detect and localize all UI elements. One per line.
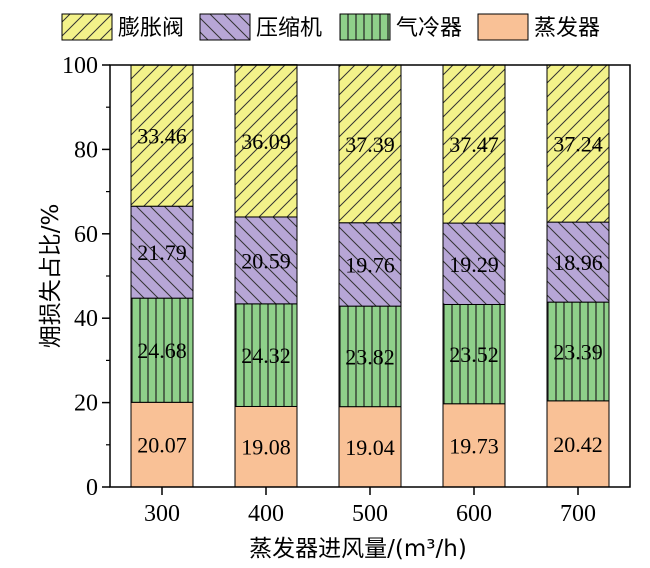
y-tick-label-40: 40 bbox=[74, 306, 98, 332]
data-label-gas-cooler-400: 24.32 bbox=[241, 343, 291, 368]
bar-evaporator-600 bbox=[443, 403, 505, 487]
legend-swatch-outline-expansion-valve bbox=[61, 13, 113, 41]
x-tick-label-300: 300 bbox=[144, 501, 180, 527]
bar-hatch-compressor-400 bbox=[235, 216, 297, 304]
x-tick-label-400: 400 bbox=[248, 501, 284, 527]
legend-swatch-outline-evaporator bbox=[477, 13, 529, 41]
bars bbox=[130, 64, 610, 488]
bar-hatch-expansion-valve-600 bbox=[443, 64, 505, 224]
data-label-expansion-valve-400: 36.09 bbox=[241, 129, 291, 154]
legend-swatch-hatch-gas-cooler bbox=[340, 14, 390, 40]
data-label-evaporator-400: 19.08 bbox=[241, 435, 291, 460]
bar-hatch-gas-cooler-600 bbox=[443, 304, 505, 404]
data-labels: 20.07 24.68 21.79 33.46 19.08 24.32 20.59 36.09… bbox=[137, 124, 603, 460]
data-label-gas-cooler-300: 24.68 bbox=[137, 338, 187, 363]
legend-label-gas-cooler: 气冷器 bbox=[396, 16, 462, 41]
bar-evaporator-300 bbox=[131, 402, 193, 487]
data-label-gas-cooler-500: 23.82 bbox=[345, 344, 395, 369]
y-axis-title: 㶲损失占比/% bbox=[38, 204, 64, 349]
bar-hatch-expansion-valve-400 bbox=[235, 64, 297, 217]
x-tick-label-700: 700 bbox=[560, 501, 596, 527]
y-tick-label-60: 60 bbox=[74, 222, 98, 248]
bar-hatch-compressor-700 bbox=[547, 222, 609, 303]
data-label-gas-cooler-700: 23.39 bbox=[553, 339, 603, 364]
data-label-expansion-valve-300: 33.46 bbox=[137, 124, 187, 149]
y-tick-label-100: 100 bbox=[62, 53, 98, 79]
x-axis-title: 蒸发器进风量/(m³/h) bbox=[249, 536, 467, 562]
data-label-compressor-700: 18.96 bbox=[553, 250, 603, 275]
legend-swatch-outline-compressor bbox=[199, 13, 251, 41]
y-tick-label-0: 0 bbox=[86, 475, 98, 501]
bar-evaporator-400 bbox=[235, 406, 297, 487]
data-label-compressor-400: 20.59 bbox=[241, 248, 291, 273]
bar-hatch-expansion-valve-500 bbox=[339, 64, 401, 223]
data-label-evaporator-600: 19.73 bbox=[449, 433, 499, 458]
legend-swatch-hatch-expansion-valve bbox=[62, 14, 112, 40]
bar-hatch-compressor-500 bbox=[339, 222, 401, 307]
data-label-expansion-valve-700: 37.24 bbox=[553, 132, 603, 157]
bar-hatch-expansion-valve-700 bbox=[547, 64, 609, 223]
y-tick-label-80: 80 bbox=[74, 137, 98, 163]
bar-hatch-gas-cooler-700 bbox=[547, 302, 609, 401]
x-tick-label-500: 500 bbox=[352, 501, 388, 527]
data-label-compressor-300: 21.79 bbox=[137, 240, 187, 265]
legend-swatch-hatch-compressor bbox=[200, 14, 250, 40]
legend: 膨胀阀 压缩机 气冷器 蒸发器 bbox=[61, 13, 600, 41]
bar-evaporator-500 bbox=[339, 406, 401, 487]
bar-hatch-expansion-valve-300 bbox=[131, 65, 193, 207]
legend-swatch-evaporator bbox=[478, 14, 528, 40]
data-label-expansion-valve-500: 37.39 bbox=[345, 132, 395, 157]
data-label-compressor-600: 19.29 bbox=[449, 252, 499, 277]
bar-hatch-gas-cooler-500 bbox=[339, 306, 401, 407]
legend-label-compressor: 压缩机 bbox=[256, 16, 322, 41]
bar-hatch-compressor-300 bbox=[131, 206, 193, 299]
data-label-evaporator-300: 20.07 bbox=[137, 433, 187, 458]
legend-swatch-outline-gas-cooler bbox=[339, 13, 391, 41]
x-tick-label-600: 600 bbox=[456, 501, 492, 527]
data-label-compressor-500: 19.76 bbox=[345, 252, 395, 277]
data-label-gas-cooler-600: 23.52 bbox=[449, 342, 499, 367]
bar-hatch-gas-cooler-400 bbox=[235, 303, 297, 407]
bar-hatch-gas-cooler-300 bbox=[131, 298, 193, 403]
bar-hatch-compressor-600 bbox=[443, 223, 505, 305]
data-label-evaporator-500: 19.04 bbox=[345, 435, 395, 460]
data-label-evaporator-700: 20.42 bbox=[553, 432, 603, 457]
y-tick-label-20: 20 bbox=[74, 391, 98, 417]
legend-label-evaporator: 蒸发器 bbox=[534, 16, 600, 41]
legend-label-expansion-valve: 膨胀阀 bbox=[118, 16, 184, 41]
axes: 0 20 40 60 80 100 300 400 500 600 700 bbox=[62, 53, 631, 527]
bar-evaporator-700 bbox=[547, 400, 609, 487]
data-label-expansion-valve-600: 37.47 bbox=[449, 132, 499, 157]
